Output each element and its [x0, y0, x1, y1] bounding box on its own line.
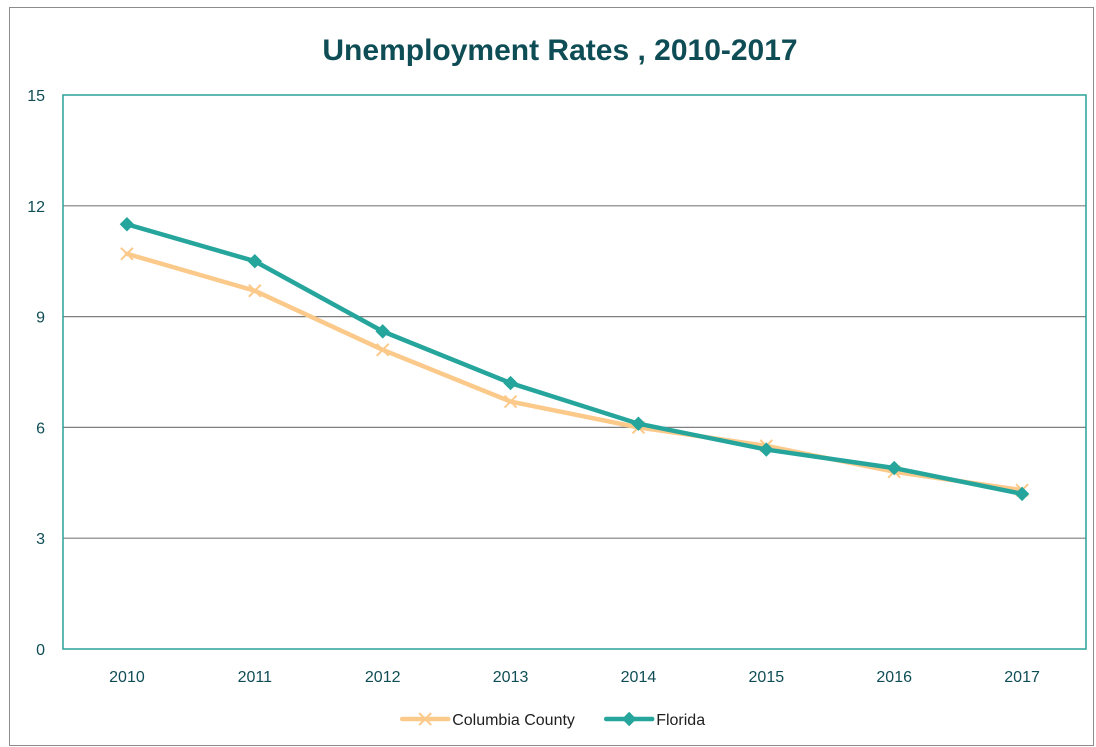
y-tick-label: 12: [27, 199, 45, 216]
x-tick-label: 2013: [493, 669, 529, 686]
data-point: [248, 284, 262, 298]
x-tick-label: 2011: [238, 669, 273, 686]
data-point: [631, 416, 646, 431]
legend-swatch-marker: [621, 711, 637, 727]
chart-frame: [9, 7, 1094, 746]
y-tick-label: 9: [36, 310, 45, 327]
data-point: [375, 324, 390, 339]
chart-title: Unemployment Rates , 2010-2017: [322, 34, 797, 67]
data-point: [886, 460, 902, 476]
data-point: [503, 375, 518, 391]
data-point: [1014, 486, 1030, 502]
legend-swatch-marker: [418, 712, 432, 726]
y-tick-label: 15: [27, 88, 45, 105]
x-tick-label: 2014: [621, 669, 657, 686]
legend: Columbia County Florida: [399, 711, 705, 729]
gridlines: [63, 205, 1086, 539]
x-tick-label: 2016: [876, 669, 912, 686]
series-line: [124, 222, 1025, 497]
series-line: [124, 251, 1025, 493]
data-point: [503, 394, 518, 409]
data-point: [375, 343, 390, 357]
x-tick-label: 2015: [749, 669, 785, 686]
axes: 0 3 6 9 12 15 2010 2011 2012 2013 2014 2015 2016 2017: [27, 88, 1087, 686]
y-tick-label: 0: [36, 642, 45, 659]
series-lines: [119, 217, 1030, 502]
data-point: [120, 247, 134, 261]
data-point: [119, 217, 135, 232]
y-tick-label: 6: [36, 420, 45, 437]
legend-item: Columbia County: [399, 712, 575, 729]
y-tick-label: 3: [36, 531, 45, 548]
x-tick-label: 2017: [1004, 669, 1040, 686]
x-tick-label: 2010: [109, 669, 145, 686]
x-tick-label: 2012: [365, 669, 401, 686]
legend-label: Florida: [656, 712, 705, 729]
data-point: [759, 442, 774, 457]
plot-area-border: [62, 94, 1087, 650]
data-point: [247, 253, 263, 269]
legend-label: Columbia County: [452, 712, 575, 729]
legend-item: Florida: [603, 711, 705, 729]
